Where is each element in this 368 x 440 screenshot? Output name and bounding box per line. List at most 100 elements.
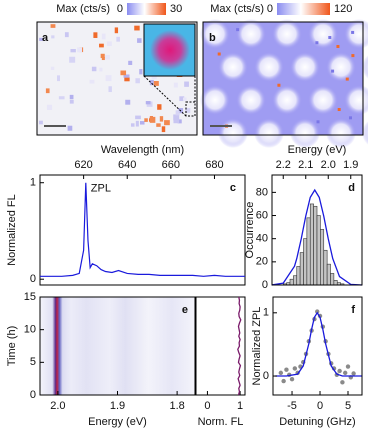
data-point: [345, 364, 351, 369]
y-tick-label: 0: [263, 370, 269, 382]
image-pixel: [144, 118, 148, 122]
hole: [218, 118, 248, 148]
image-pixel: [58, 96, 65, 100]
data-point: [351, 371, 356, 376]
data-point: [292, 366, 298, 371]
hist-bar: [330, 273, 335, 286]
image-pixel: [153, 80, 159, 86]
y-tick-label: 40: [256, 233, 268, 245]
image-pixel: [120, 70, 127, 76]
image-pixel: [331, 69, 335, 73]
hole: [326, 52, 356, 82]
hist-bar: [326, 263, 331, 286]
image-pixel: [316, 120, 320, 124]
data-point: [284, 367, 289, 372]
x-tick-label: 2.1: [298, 159, 313, 171]
image-pixel: [93, 32, 98, 38]
image-pixel: [101, 33, 106, 40]
colorbar-tick-label: 30: [170, 3, 182, 15]
x-tick-label: 0: [204, 400, 210, 412]
image-pixel: [328, 35, 332, 39]
hole: [362, 121, 368, 145]
hole: [308, 19, 338, 49]
image-pixel: [135, 120, 139, 127]
x-axis-label: Energy (eV): [88, 416, 147, 428]
zoom-box: [185, 101, 196, 117]
y-tick-label: 15: [24, 291, 36, 303]
image-pixel: [99, 43, 104, 48]
image-pixel: [135, 78, 140, 84]
y-tick-label: 1: [30, 177, 36, 189]
colorbar-tick-label: 0: [267, 3, 273, 15]
hole: [236, 85, 266, 115]
fit-curve: [275, 311, 362, 377]
x-tick-label: 0: [317, 400, 323, 412]
data-point: [337, 368, 342, 374]
plot-frame: [36, 21, 198, 136]
hist-bar: [296, 266, 301, 286]
image-pixel: [182, 97, 187, 101]
data-point: [315, 309, 320, 314]
hist-bar: [316, 215, 321, 286]
image-pixel: [67, 125, 73, 131]
x-axis-label: Energy (eV): [288, 144, 347, 156]
image-pixel: [105, 75, 112, 82]
hist-bar: [320, 229, 325, 286]
hole: [272, 19, 302, 49]
x-tick-label: 680: [205, 159, 223, 171]
plot-frame: [272, 296, 363, 396]
image-pixel: [91, 66, 97, 72]
image-pixel: [77, 47, 82, 53]
x-tick-label: 1: [237, 400, 243, 412]
hole: [200, 85, 230, 115]
image-pixel: [157, 104, 162, 110]
hole: [236, 19, 266, 49]
image-pixel: [45, 88, 50, 94]
hole: [218, 52, 248, 82]
image-pixel: [116, 36, 120, 42]
colorbar: [277, 3, 330, 15]
colorbar-label: Max (cts/s): [56, 3, 110, 15]
image-pixel: [50, 24, 56, 28]
image-pixel: [130, 123, 135, 127]
zoom-line: [143, 75, 187, 117]
image-pixel: [51, 35, 55, 39]
image-pixel: [123, 74, 130, 78]
panel-label: b: [209, 32, 216, 44]
hole: [362, 55, 368, 79]
spectrum-line: [40, 182, 245, 277]
plot-frame: [195, 296, 246, 396]
image-pixel: [69, 99, 74, 104]
y-axis-label: Time (h): [6, 326, 18, 367]
image-pixel: [139, 121, 145, 125]
image-pixel: [46, 104, 53, 110]
hole: [344, 19, 368, 49]
hist-bar: [333, 280, 338, 286]
x-tick-label: 2.0: [50, 400, 65, 412]
image-pixel: [185, 108, 191, 113]
x-tick-label: 5: [345, 400, 351, 412]
hole: [290, 52, 320, 82]
panel-label: e: [182, 304, 188, 316]
hist-bar: [293, 275, 298, 286]
panel-label: f: [351, 304, 355, 316]
image-pixel: [145, 101, 151, 105]
y-tick-label: 20: [256, 256, 268, 268]
x-tick-label: 1.9: [110, 400, 125, 412]
image-pixel: [108, 86, 112, 93]
heatmap-image: [40, 297, 195, 395]
y-axis-label: Occurrence: [244, 202, 256, 259]
hole: [290, 118, 320, 148]
image-pixel: [315, 41, 319, 45]
image-pixel: [99, 67, 103, 72]
image-pixel: [277, 83, 281, 87]
plot-frame: [202, 21, 364, 136]
image-pixel: [149, 116, 156, 123]
y-tick-label: 80: [256, 186, 268, 198]
image-pixel: [125, 99, 131, 105]
image-pixel: [159, 116, 164, 122]
y-tick-label: 5: [30, 356, 36, 368]
image-pixel: [164, 120, 170, 126]
image-pixel: [104, 54, 110, 60]
x-tick-label: 640: [118, 159, 136, 171]
